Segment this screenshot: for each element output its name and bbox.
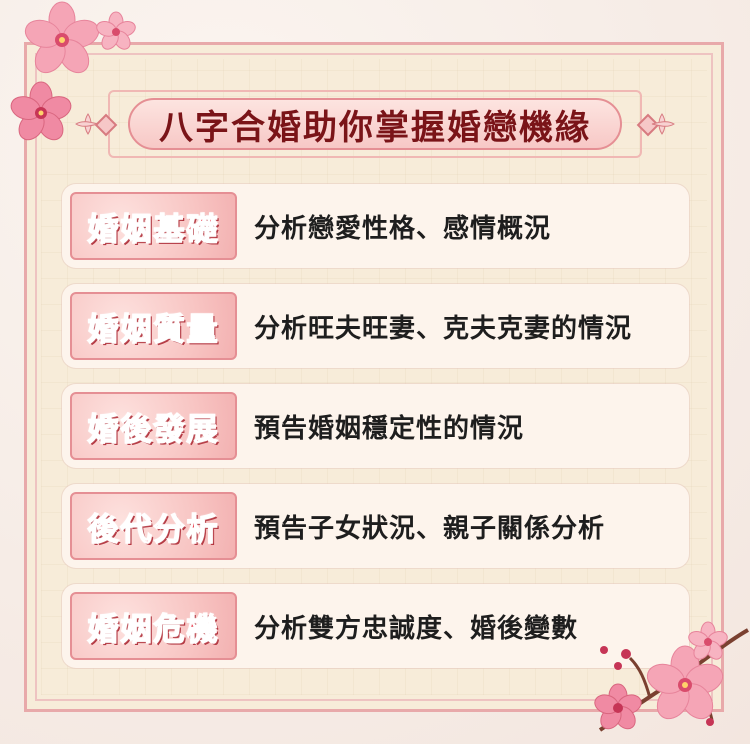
content-frame	[24, 42, 724, 712]
lotus-icon	[651, 113, 675, 135]
item-description: 預告婚姻穩定性的情況	[254, 413, 525, 444]
item-label-box: 婚姻危機	[70, 592, 237, 660]
cherry-blossom-icon	[24, 1, 100, 74]
item-label: 婚姻基礎	[87, 211, 220, 249]
cherry-blossom-icon	[594, 683, 642, 730]
item-label-box: 婚姻基礎	[70, 192, 237, 260]
list-item: 婚姻質量 分析旺夫旺妻、克夫克妻的情況	[62, 284, 689, 368]
cherry-blossom-icon	[96, 11, 136, 50]
item-description: 分析戀愛性格、感情概況	[254, 213, 552, 244]
cherry-blossom-icon	[688, 621, 728, 660]
item-description: 分析旺夫旺妻、克夫克妻的情況	[254, 313, 633, 344]
item-label: 婚姻質量	[87, 311, 220, 349]
list-item: 婚姻基礎 分析戀愛性格、感情概況	[62, 184, 689, 268]
item-label-box: 後代分析	[70, 492, 237, 560]
list-item: 後代分析 預告子女狀況、親子關係分析	[62, 484, 689, 568]
title-banner: 八字合婚助你掌握婚戀機緣	[128, 98, 622, 150]
item-description: 分析雙方忠誠度、婚後變數	[254, 613, 579, 644]
item-label: 婚姻危機	[87, 611, 220, 649]
page-title: 八字合婚助你掌握婚戀機緣	[159, 107, 591, 148]
list-item: 婚後發展 預告婚姻穩定性的情況	[62, 384, 689, 468]
title-section: 八字合婚助你掌握婚戀機緣	[75, 84, 675, 164]
item-label: 婚後發展	[87, 411, 220, 449]
lotus-icon	[75, 113, 99, 135]
item-label-box: 婚姻質量	[70, 292, 237, 360]
list-item: 婚姻危機 分析雙方忠誠度、婚後變數	[62, 584, 689, 668]
cherry-blossom-icon	[646, 645, 724, 720]
cherry-blossom-icon	[10, 81, 72, 141]
item-description: 預告子女狀況、親子關係分析	[254, 513, 606, 544]
item-label-box: 婚後發展	[70, 392, 237, 460]
item-label: 後代分析	[87, 511, 220, 549]
